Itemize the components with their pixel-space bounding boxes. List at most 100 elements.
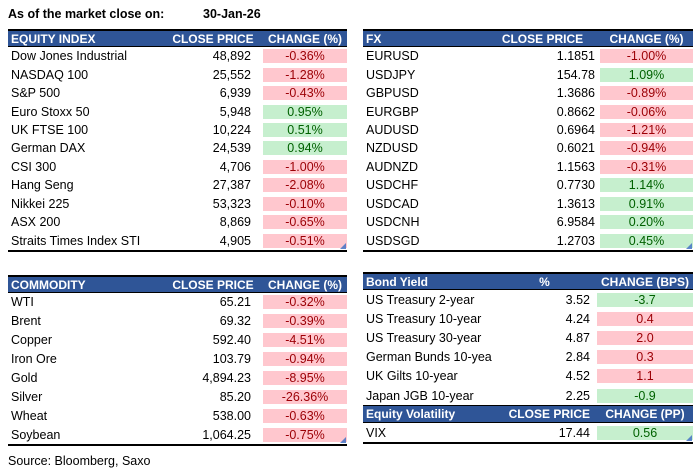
change-cell: 0.4 — [597, 311, 693, 326]
instrument-name: AUDNZD — [366, 159, 419, 174]
instrument-name: Soybean — [11, 427, 61, 442]
change-cell: -1.00% — [600, 49, 693, 64]
col-change: CHANGE (%) — [268, 277, 342, 292]
table-row: NZDUSD 0.6021 -0.94% — [363, 139, 693, 157]
table-row: AUDNZD 1.1563 -0.31% — [363, 158, 693, 176]
close-price: 6,939 — [219, 86, 251, 101]
change-cell: -0.9 — [597, 388, 693, 403]
instrument-name: Iron Ore — [11, 352, 57, 367]
instrument-name: USDSGD — [366, 233, 420, 248]
table-row: US Treasury 30-year 4.87 2.0 — [363, 328, 693, 347]
table-row: USDCNH 6.9584 0.20% — [363, 213, 693, 231]
close-price: 0.6021 — [556, 141, 595, 156]
close-price: 4,905 — [219, 233, 251, 248]
instrument-name: EURUSD — [366, 49, 419, 64]
col-percent: % — [539, 274, 550, 289]
table-row: UK FTSE 100 10,224 0.51% — [8, 121, 347, 139]
close-price: 27,387 — [212, 178, 251, 193]
change-cell: 0.45% — [600, 233, 693, 248]
excel-corner-artifact-icon — [686, 435, 692, 442]
table-title: Bond Yield — [366, 274, 429, 289]
commodity-header: COMMODITY CLOSE PRICE CHANGE (%) — [8, 275, 347, 293]
table-row: US Treasury 2-year 3.52 -3.7 — [363, 290, 693, 309]
change-cell: 0.94% — [263, 141, 347, 156]
equity-index-table: EQUITY INDEX CLOSE PRICE CHANGE (%) Dow … — [8, 29, 347, 252]
table-row: AUDUSD 0.6964 -1.21% — [363, 121, 693, 139]
fx-table: FX CLOSE PRICE CHANGE (%) EURUSD 1.1851 … — [363, 29, 693, 252]
change-cell: -4.51% — [263, 333, 347, 348]
bond-yield-header: Bond Yield % CHANGE (BPS) — [363, 272, 693, 290]
change-cell: 1.09% — [600, 67, 693, 82]
instrument-name: US Treasury 2-year — [366, 292, 475, 307]
instrument-name: Euro Stoxx 50 — [11, 104, 90, 119]
table-row: VIX 17.44 0.56 — [363, 423, 693, 442]
table-row: USDSGD 1.2703 0.45% — [363, 231, 693, 249]
instrument-name: USDCHF — [366, 178, 419, 193]
change-cell: -8.95% — [263, 371, 347, 385]
excel-corner-artifact-icon — [340, 437, 346, 444]
instrument-name: Japan JGB 10-year — [366, 388, 474, 403]
yield-value: 4.24 — [565, 311, 590, 326]
table-row: Copper 592.40 -4.51% — [8, 331, 347, 350]
instrument-name: Nikkei 225 — [11, 196, 70, 211]
table-row: UK Gilts 10-year 4.52 1.1 — [363, 367, 693, 386]
yield-value: 4.87 — [565, 330, 590, 345]
bond-yield-table: Bond Yield % CHANGE (BPS) US Treasury 2-… — [363, 272, 693, 445]
change-cell: -0.63% — [263, 408, 347, 423]
change-cell: -0.43% — [263, 86, 347, 101]
instrument-name: ASX 200 — [11, 215, 61, 230]
instrument-name: Copper — [11, 333, 52, 348]
col-change: CHANGE (%) — [609, 31, 684, 46]
close-price: 1.3613 — [556, 196, 595, 211]
table-row: Nikkei 225 53,323 -0.10% — [8, 195, 347, 213]
change-cell: -0.51% — [263, 233, 347, 248]
yield-value: 4.52 — [565, 369, 590, 384]
close-price: 5,948 — [219, 104, 251, 119]
instrument-name: UK Gilts 10-year — [366, 369, 458, 384]
instrument-name: WTI — [11, 295, 34, 310]
close-price: 53,323 — [212, 196, 251, 211]
source-note: Source: Bloomberg, Saxo — [8, 454, 151, 468]
col-change: CHANGE (%) — [268, 31, 342, 46]
close-price: 538.00 — [212, 408, 251, 423]
close-price: 0.8662 — [556, 104, 595, 119]
change-cell: -0.75% — [263, 427, 347, 442]
change-cell: -0.32% — [263, 295, 347, 310]
instrument-name: NZDUSD — [366, 141, 419, 156]
change-cell: 1.1 — [597, 369, 693, 384]
yield-value: 2.25 — [565, 388, 590, 403]
fx-header: FX CLOSE PRICE CHANGE (%) — [363, 29, 693, 47]
close-price: 1.3686 — [556, 86, 595, 101]
instrument-name: VIX — [366, 425, 387, 440]
change-cell: -0.10% — [263, 196, 347, 211]
commodity-table: COMMODITY CLOSE PRICE CHANGE (%) WTI 65.… — [8, 275, 347, 447]
close-price: 1.2703 — [556, 233, 595, 248]
change-cell: -26.36% — [263, 389, 347, 404]
change-cell: 0.3 — [597, 350, 693, 365]
table-row: Straits Times Index STI 4,905 -0.51% — [8, 231, 347, 249]
close-price: 0.6964 — [556, 122, 595, 137]
table-row: WTI 65.21 -0.32% — [8, 293, 347, 312]
col-close-price: CLOSE PRICE — [508, 407, 590, 422]
table-row: Silver 85.20 -26.36% — [8, 387, 347, 406]
equity-volatility-header: Equity Volatility CLOSE PRICE CHANGE (PP… — [363, 405, 693, 424]
close-price: 24,539 — [212, 141, 251, 156]
change-cell: -1.00% — [263, 159, 347, 174]
instrument-name: Wheat — [11, 408, 48, 423]
close-price: 1.1851 — [556, 49, 595, 64]
close-price: 103.79 — [212, 352, 251, 367]
equity-index-header: EQUITY INDEX CLOSE PRICE CHANGE (%) — [8, 29, 347, 47]
table-title: FX — [366, 31, 382, 46]
table-row: CSI 300 4,706 -1.00% — [8, 158, 347, 176]
close-price: 8,869 — [219, 215, 251, 230]
table-row: German Bunds 10-year 2.84 0.3 — [363, 348, 693, 367]
instrument-name: CSI 300 — [11, 159, 57, 174]
instrument-name: German Bunds 10-year — [366, 350, 492, 365]
instrument-name: Hang Seng — [11, 178, 74, 193]
change-cell: -2.08% — [263, 178, 347, 193]
instrument-name: S&P 500 — [11, 86, 61, 101]
table-row: German DAX 24,539 0.94% — [8, 139, 347, 157]
close-price: 17.44 — [558, 425, 590, 440]
change-cell: -0.94% — [600, 141, 693, 156]
table-title: EQUITY INDEX — [11, 31, 96, 46]
